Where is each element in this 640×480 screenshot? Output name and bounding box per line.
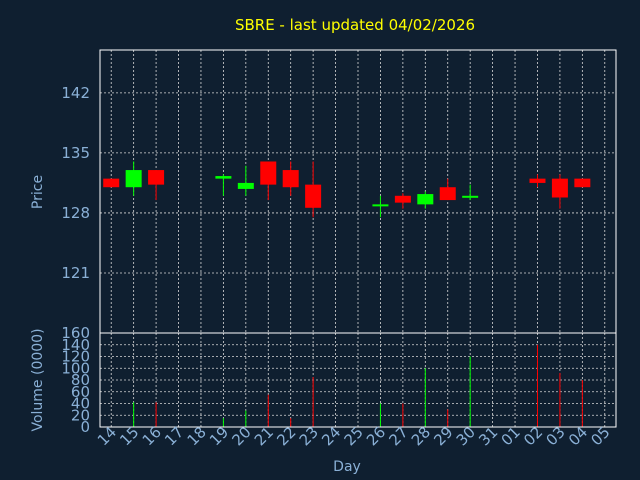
volume-grid	[100, 332, 616, 428]
volume-bars	[133, 344, 583, 427]
candle-body	[394, 195, 411, 203]
candle-body	[462, 195, 479, 198]
price-tick-label: 128	[61, 204, 90, 222]
candle-body	[282, 170, 299, 188]
candle-body	[237, 182, 254, 189]
volume-tick-label: 60	[71, 383, 90, 401]
price-axis-label: Price	[30, 175, 46, 209]
volume-tick-label: 100	[61, 359, 90, 377]
price-tick-label: 142	[61, 84, 90, 102]
volume-tick-label: 160	[61, 324, 90, 342]
chart-title: SBRE - last updated 04/02/2026	[235, 16, 475, 34]
candle-body	[417, 194, 434, 205]
volume-tick-label: 140	[61, 336, 90, 354]
volume-panel-frame	[99, 332, 617, 428]
candle-body	[529, 178, 546, 183]
volume-tick-label: 120	[61, 348, 90, 366]
volume-tick-label: 80	[71, 371, 90, 389]
candle-body	[125, 170, 142, 188]
price-tick-label: 135	[61, 144, 90, 162]
candle-body	[372, 204, 389, 207]
candle-body	[103, 178, 120, 188]
volume-tick-label: 40	[71, 395, 90, 413]
x-tick-labels: 1415161718192021222324252627282930310102…	[94, 423, 614, 449]
volume-tick-label: 0	[80, 418, 90, 436]
price-grid	[100, 50, 616, 333]
price-tick-label: 121	[61, 264, 90, 282]
candle-body	[574, 178, 591, 188]
candle-body	[305, 184, 322, 208]
candle-body	[215, 176, 232, 179]
x-axis-label: Day	[333, 459, 361, 475]
candle-body	[260, 161, 277, 185]
candle-body	[148, 170, 165, 185]
volume-axis-label: Volume (0000)	[30, 328, 46, 431]
candle-body	[439, 187, 456, 201]
volume-tick-label: 20	[71, 406, 90, 424]
price-candles	[103, 161, 591, 218]
price-y-ticks: 121 128 135 142	[61, 84, 90, 282]
candle-body	[551, 178, 568, 198]
